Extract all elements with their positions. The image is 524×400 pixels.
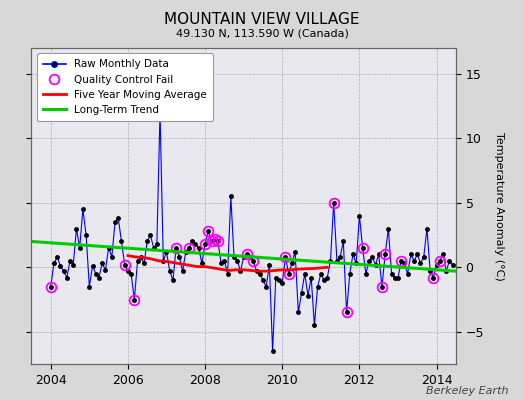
Text: Berkeley Earth: Berkeley Earth [426, 386, 508, 396]
Y-axis label: Temperature Anomaly (°C): Temperature Anomaly (°C) [494, 132, 504, 280]
Text: MOUNTAIN VIEW VILLAGE: MOUNTAIN VIEW VILLAGE [164, 12, 360, 27]
Text: 49.130 N, 113.590 W (Canada): 49.130 N, 113.590 W (Canada) [176, 28, 348, 38]
Legend: Raw Monthly Data, Quality Control Fail, Five Year Moving Average, Long-Term Tren: Raw Monthly Data, Quality Control Fail, … [37, 53, 213, 121]
